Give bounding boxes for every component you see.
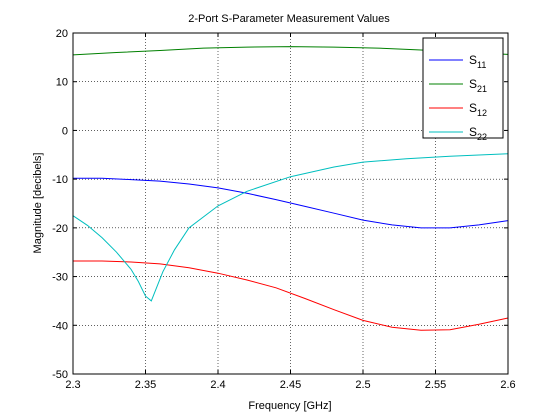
x-tick-label: 2.35: [135, 379, 156, 391]
x-tick-label: 2.45: [280, 379, 301, 391]
legend-label-s22: S22: [469, 125, 487, 142]
y-tick-label: -50: [52, 369, 68, 381]
grid-lines: [73, 33, 508, 374]
x-axis-label: Frequency [GHz]: [248, 400, 331, 412]
y-axis-label: Magnitude [decibels]: [32, 153, 44, 254]
chart-title: 2-Port S-Parameter Measurement Values: [188, 13, 390, 25]
y-tick-label: -10: [52, 174, 68, 186]
x-tick-label: 2.4: [210, 379, 225, 391]
legend-label-s12: S12: [469, 101, 487, 118]
y-tick-label: -40: [52, 320, 68, 332]
y-tick-label: -20: [52, 223, 68, 235]
x-tick-label: 2.5: [355, 379, 370, 391]
legend-label-s11: S11: [469, 53, 486, 70]
legend-box: [422, 37, 504, 139]
x-tick-label: 2.6: [500, 379, 515, 391]
y-tick-label: 0: [62, 125, 68, 137]
axis-ticks: 2.3 2.35 2.4 2.45 2.5 2.55 2.6 -50 -40 -30 -20 -10 0…: [52, 28, 516, 391]
series-line-s22: [72, 153, 509, 302]
series-line-s11: [73, 177, 509, 229]
y-tick-label: -30: [52, 272, 68, 284]
legend-label-s21: S21: [469, 77, 487, 94]
legend: S11 S21 S12 S22: [422, 37, 504, 142]
x-tick-label: 2.55: [425, 379, 446, 391]
y-tick-label: 20: [56, 28, 68, 40]
y-tick-label: 10: [56, 77, 68, 89]
series-line-s12: [73, 260, 509, 331]
x-tick-label: 2.3: [65, 379, 80, 391]
